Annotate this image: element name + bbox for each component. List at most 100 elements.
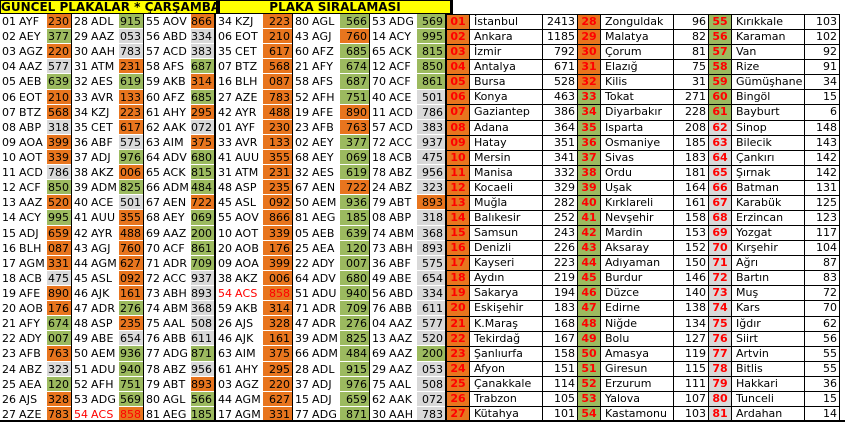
plate-cell-73[interactable]: 73 ABH 893 xyxy=(144,285,214,302)
city-row-Sivas[interactable]: 37 Sivas 183 xyxy=(578,150,709,166)
plate-cell-61[interactable]: 61 AHY 295 xyxy=(216,361,292,377)
plate-cell-80[interactable]: 80 AGL 566 xyxy=(293,14,369,30)
plate-cell-47[interactable]: 47 ADR 276 xyxy=(72,301,143,317)
plate-cell-36[interactable]: 36 ABF 575 xyxy=(72,134,143,150)
plate-cell-06[interactable]: 06 EOT 210 xyxy=(0,89,71,105)
plate-cell-43[interactable]: 43 AGJ 760 xyxy=(293,29,369,45)
plate-cell-07[interactable]: 07 BTZ 568 xyxy=(216,59,292,75)
plate-cell-03[interactable]: 03 AGZ 220 xyxy=(216,376,292,392)
city-row-Ağrı[interactable]: 71 Ağrı 87 xyxy=(709,256,840,272)
plate-cell-50[interactable]: 50 AEM 936 xyxy=(293,195,369,211)
plate-cell-62[interactable]: 62 AAK 072 xyxy=(144,119,214,135)
plate-cell-09[interactable]: 09 AOA 399 xyxy=(216,255,292,271)
city-row-İzmir[interactable]: 03 İzmir 792 xyxy=(447,45,578,61)
plate-cell-16[interactable]: 16 BLH 087 xyxy=(0,240,71,256)
plate-cell-24[interactable]: 24 ABZ 323 xyxy=(370,180,445,196)
city-row-Giresun[interactable]: 51 Giresun 115 xyxy=(578,361,709,377)
city-row-Kastamonu[interactable]: 54 Kastamonu 103 xyxy=(578,407,709,420)
city-row-Kars[interactable]: 74 Kars 70 xyxy=(709,301,840,317)
plate-cell-75[interactable]: 75 AAL 508 xyxy=(370,376,445,392)
plate-cell-63[interactable]: 63 AIM 375 xyxy=(216,346,292,362)
plate-cell-51[interactable]: 51 ADU 940 xyxy=(293,285,369,302)
plate-cell-17[interactable]: 17 AGM 331 xyxy=(0,255,71,271)
plate-cell-45[interactable]: 45 ASL 092 xyxy=(216,195,292,211)
city-row-Adıyaman[interactable]: 44 Adıyaman 150 xyxy=(578,256,709,272)
plate-cell-60[interactable]: 60 AFZ 685 xyxy=(293,44,369,60)
plate-cell-65[interactable]: 65 ACK 815 xyxy=(144,165,214,181)
plate-cell-41[interactable]: 41 AUU 355 xyxy=(216,149,292,166)
plate-cell-20[interactable]: 20 AOB 176 xyxy=(216,240,292,256)
city-row-Kütahya[interactable]: 27 Kütahya 101 xyxy=(447,407,578,420)
plate-cell-38[interactable]: 38 AKZ 006 xyxy=(216,270,292,286)
city-row-K.Maraş[interactable]: 21 K.Maraş 168 xyxy=(447,316,578,332)
plate-cell-74[interactable]: 74 ABM 368 xyxy=(370,225,445,241)
plate-cell-21[interactable]: 21 AFY 674 xyxy=(293,59,369,75)
plate-cell-22[interactable]: 22 ADY 007 xyxy=(0,331,71,347)
plate-cell-42[interactable]: 42 AYR 488 xyxy=(216,104,292,120)
city-row-Bingöl[interactable]: 60 Bingöl 15 xyxy=(709,90,840,106)
city-row-Yalova[interactable]: 53 Yalova 107 xyxy=(578,391,709,408)
plate-cell-77[interactable]: 77 ADG 871 xyxy=(293,406,369,420)
city-row-Niğde[interactable]: 48 Niğde 134 xyxy=(578,316,709,332)
plate-cell-23[interactable]: 23 AFB 763 xyxy=(293,119,369,135)
city-row-İstanbul[interactable]: 01 İstanbul 2413 xyxy=(447,15,578,31)
plate-cell-05[interactable]: 05 AEB 639 xyxy=(293,225,369,241)
city-row-Isparta[interactable]: 35 Isparta 208 xyxy=(578,120,709,136)
city-row-Aksaray[interactable]: 43 Aksaray 152 xyxy=(578,241,709,257)
plate-cell-72[interactable]: 72 ACC 937 xyxy=(144,270,214,286)
city-row-Amasya[interactable]: 50 Amasya 119 xyxy=(578,346,709,362)
plate-cell-58[interactable]: 58 AFS 687 xyxy=(293,74,369,90)
plate-cell-70[interactable]: 70 ACF 861 xyxy=(370,74,445,90)
plate-cell-60[interactable]: 60 AFZ 685 xyxy=(144,89,214,105)
plate-cell-67[interactable]: 67 AEN 722 xyxy=(293,180,369,196)
plate-cell-63[interactable]: 63 AIM 375 xyxy=(144,134,214,150)
city-row-Van[interactable]: 57 Van 92 xyxy=(709,45,840,61)
plate-cell-28[interactable]: 28 ADL 915 xyxy=(293,361,369,377)
plate-cell-15[interactable]: 15 ADJ 659 xyxy=(293,391,369,407)
plate-cell-46[interactable]: 46 AJK 161 xyxy=(216,331,292,347)
plate-cell-35[interactable]: 35 CET 617 xyxy=(72,119,143,135)
plate-cell-29[interactable]: 29 AAZ 053 xyxy=(72,29,143,45)
plate-cell-49[interactable]: 49 ABE 654 xyxy=(72,331,143,347)
city-row-Manisa[interactable]: 11 Manisa 332 xyxy=(447,165,578,181)
plate-cell-57[interactable]: 57 ACD 383 xyxy=(144,44,214,60)
city-row-Afyon[interactable]: 24 Afyon 151 xyxy=(447,361,578,377)
city-row-Hakkari[interactable]: 79 Hakkari 36 xyxy=(709,376,840,392)
plate-cell-57[interactable]: 57 ACD 383 xyxy=(370,119,445,135)
city-row-Karaman[interactable]: 56 Karaman 102 xyxy=(709,30,840,46)
city-row-Çorum[interactable]: 30 Çorum 81 xyxy=(578,45,709,61)
plate-cell-12[interactable]: 12 ACF 850 xyxy=(0,180,71,196)
plate-cell-03[interactable]: 03 AGZ 220 xyxy=(0,44,71,60)
plate-cell-56[interactable]: 56 ABD 334 xyxy=(144,29,214,45)
plate-cell-32[interactable]: 32 AES 619 xyxy=(72,74,143,90)
plate-cell-49[interactable]: 49 ABE 654 xyxy=(370,270,445,286)
plate-cell-69[interactable]: 69 AAZ 200 xyxy=(370,346,445,362)
city-row-Kayseri[interactable]: 17 Kayseri 223 xyxy=(447,256,578,272)
plate-cell-19[interactable]: 19 AFE 890 xyxy=(293,104,369,120)
plate-cell-34[interactable]: 34 KZJ 223 xyxy=(72,104,143,120)
plate-cell-59[interactable]: 59 AKB 314 xyxy=(144,74,214,90)
plate-cell-72[interactable]: 72 ACC 937 xyxy=(370,134,445,150)
plate-cell-18[interactable]: 18 ACB 475 xyxy=(0,270,71,286)
plate-cell-48[interactable]: 48 ASP 235 xyxy=(72,316,143,332)
plate-cell-10[interactable]: 10 AOT 339 xyxy=(216,225,292,241)
plate-cell-01[interactable]: 01 AYF 230 xyxy=(216,119,292,135)
plate-cell-80[interactable]: 80 AGL 566 xyxy=(144,391,214,407)
plate-cell-52[interactable]: 52 AFH 751 xyxy=(293,89,369,105)
plate-cell-15[interactable]: 15 ADJ 659 xyxy=(0,225,71,241)
city-row-Şırnak[interactable]: 65 Şırnak 142 xyxy=(709,165,840,181)
plate-cell-40[interactable]: 40 ACE 501 xyxy=(370,89,445,105)
plate-cell-24[interactable]: 24 ABZ 323 xyxy=(0,361,71,377)
plate-cell-69[interactable]: 69 AAZ 200 xyxy=(144,225,214,241)
plate-cell-78[interactable]: 78 ABZ 956 xyxy=(144,361,214,377)
plate-cell-25[interactable]: 25 AEA 120 xyxy=(293,240,369,256)
plate-cell-26[interactable]: 26 AJS 328 xyxy=(216,316,292,332)
plate-cell-20[interactable]: 20 AOB 176 xyxy=(0,301,71,317)
city-row-Iğdır[interactable]: 75 Iğdır 62 xyxy=(709,316,840,332)
city-row-Karabük[interactable]: 67 Karabük 125 xyxy=(709,195,840,212)
city-row-Mersin[interactable]: 10 Mersin 341 xyxy=(447,150,578,166)
plate-cell-37[interactable]: 37 ADJ 976 xyxy=(72,149,143,166)
city-row-Siirt[interactable]: 76 Siirt 56 xyxy=(709,331,840,347)
city-row-Gümüşhane[interactable]: 59 Gümüşhane 34 xyxy=(709,75,840,91)
city-row-Denizli[interactable]: 16 Denizli 226 xyxy=(447,241,578,257)
